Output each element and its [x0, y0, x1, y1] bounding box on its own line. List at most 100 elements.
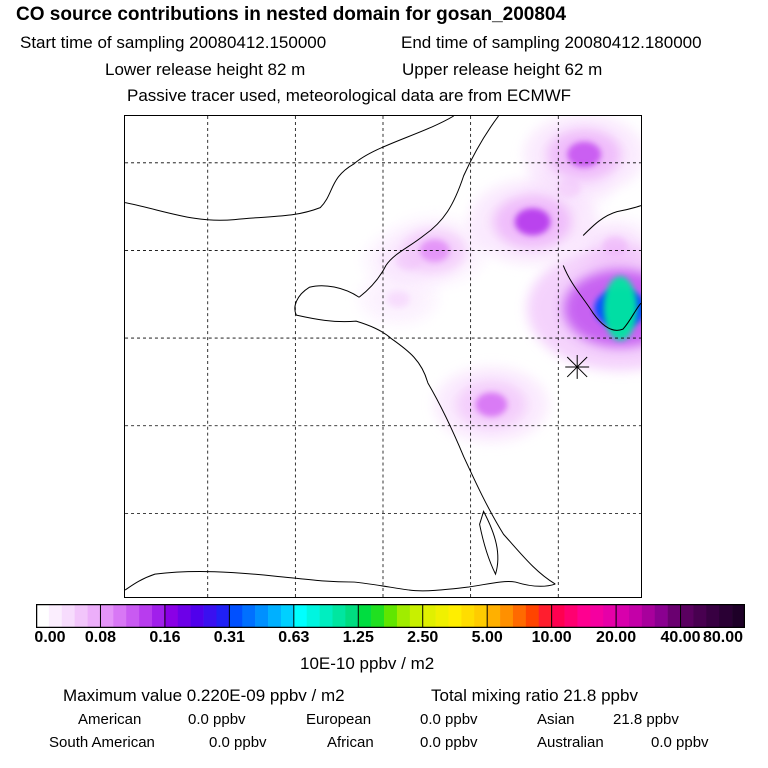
american-label: American — [78, 711, 142, 728]
colorbar-swatch — [525, 604, 540, 628]
colorbar-tick-label: 40.00 — [660, 629, 701, 646]
colorbar-swatch — [396, 604, 411, 628]
colorbar-swatch — [551, 604, 565, 628]
colorbar-swatch — [590, 604, 604, 628]
colorbar-swatch — [177, 604, 191, 628]
upper-release-height: Upper release height 62 m — [402, 60, 603, 79]
colorbar-swatch — [474, 604, 488, 628]
colorbar-swatch — [564, 604, 578, 628]
colorbar-swatch — [628, 604, 643, 628]
start-time: Start time of sampling 20080412.150000 — [20, 33, 327, 52]
coastline — [582, 205, 641, 236]
coastline — [427, 382, 556, 585]
colorbar-swatch — [74, 604, 88, 628]
coastlines — [125, 116, 641, 592]
end-time: End time of sampling 20080412.180000 — [401, 33, 702, 52]
colorbar-tick-label: 5.00 — [471, 629, 503, 646]
colorbar-swatch — [512, 604, 527, 628]
colorbar-tick-label: 0.00 — [34, 629, 66, 646]
south-american-value: 0.0 ppbv — [209, 734, 267, 751]
colorbar-tick-label: 1.25 — [342, 629, 374, 646]
colorbar-tick-label: 20.00 — [596, 629, 637, 646]
colorbar-swatch — [358, 604, 372, 628]
coastline — [479, 510, 499, 576]
plume-blob — [433, 366, 549, 443]
plume-blob — [523, 116, 641, 196]
colorbar-swatch — [487, 604, 501, 628]
colorbar-swatch — [680, 604, 694, 628]
colorbar-swatch — [500, 604, 514, 628]
colorbar-swatch — [603, 604, 617, 628]
colorbar-swatch — [448, 604, 462, 628]
colorbar-swatch — [126, 604, 140, 628]
colorbar-tick-label: 0.08 — [84, 629, 117, 646]
colorbar-swatch — [293, 604, 308, 628]
colorbar-swatch — [48, 604, 63, 628]
colorbar-swatch — [577, 604, 591, 628]
african-label: African — [327, 734, 374, 751]
chart-title: CO source contributions in nested domain… — [16, 4, 567, 25]
colorbar-tick-label: 10.00 — [531, 629, 572, 646]
colorbar-swatch — [229, 604, 243, 628]
maximum-value: Maximum value 0.220E-09 ppbv / m2 — [63, 686, 345, 705]
lower-release-height: Lower release height 82 m — [105, 60, 306, 79]
colorbar-swatch — [100, 604, 114, 628]
asian-value: 21.8 ppbv — [613, 711, 679, 728]
colorbar-swatch — [242, 604, 256, 628]
colorbar-swatch — [654, 604, 668, 628]
plume-blob — [468, 178, 598, 265]
colorbar-swatch — [693, 604, 707, 628]
coastline — [294, 285, 429, 384]
colorbar-swatch — [667, 604, 681, 628]
colorbar-swatch — [216, 604, 230, 628]
colorbar-swatch — [61, 604, 75, 628]
colorbar-swatch — [36, 604, 50, 628]
colorbar-swatch — [319, 604, 333, 628]
colorbar-swatch — [435, 604, 449, 628]
coastline — [358, 116, 499, 298]
colorbar-tick-label: 80.00 — [702, 629, 744, 646]
gridlines — [125, 116, 641, 597]
colorbar-swatch — [332, 604, 346, 628]
colorbar-swatch — [706, 604, 720, 628]
colorbar-tick-label: 0.16 — [149, 629, 181, 646]
colorbar-swatch — [384, 604, 398, 628]
colorbar-swatch — [113, 604, 127, 628]
total-mixing-ratio: Total mixing ratio 21.8 ppbv — [431, 686, 638, 705]
european-label: European — [306, 711, 372, 728]
colorbar-swatch — [306, 604, 320, 628]
colorbar-swatch — [409, 604, 424, 628]
australian-value: 0.0 ppbv — [651, 734, 709, 751]
map-plot — [124, 115, 642, 598]
south-american-label: South American — [49, 734, 155, 751]
coastline — [562, 265, 641, 331]
coastline — [125, 570, 409, 591]
plume-blob — [380, 214, 489, 287]
colorbar-swatch — [641, 604, 656, 628]
american-value: 0.0 ppbv — [188, 711, 246, 728]
colorbar — [36, 604, 745, 628]
colorbar-swatch — [268, 604, 282, 628]
tracer-note: Passive tracer used, meteorological data… — [127, 86, 572, 105]
colorbar-swatch — [203, 604, 217, 628]
colorbar-swatch — [422, 604, 436, 628]
colorbar-swatch — [719, 604, 733, 628]
coastline — [125, 116, 454, 221]
colorbar-swatch — [345, 604, 359, 628]
concentration-field — [357, 116, 641, 443]
australian-label: Australian — [537, 734, 604, 751]
plume-blob — [527, 246, 641, 371]
receptor-marker-gosan — [565, 355, 590, 379]
african-value: 0.0 ppbv — [420, 734, 478, 751]
colorbar-swatch — [164, 604, 179, 628]
colorbar-swatch — [152, 604, 166, 628]
asian-label: Asian — [537, 711, 575, 728]
colorbar-swatch — [616, 604, 630, 628]
colorbar-swatch — [255, 604, 269, 628]
colorbar-swatch — [732, 604, 745, 628]
colorbar-swatch — [139, 604, 153, 628]
colorbar-units: 10E-10 ppbv / m2 — [300, 654, 435, 673]
european-value: 0.0 ppbv — [420, 711, 478, 728]
colorbar-swatch — [280, 604, 295, 628]
colorbar-tick-label: 0.63 — [278, 629, 310, 646]
